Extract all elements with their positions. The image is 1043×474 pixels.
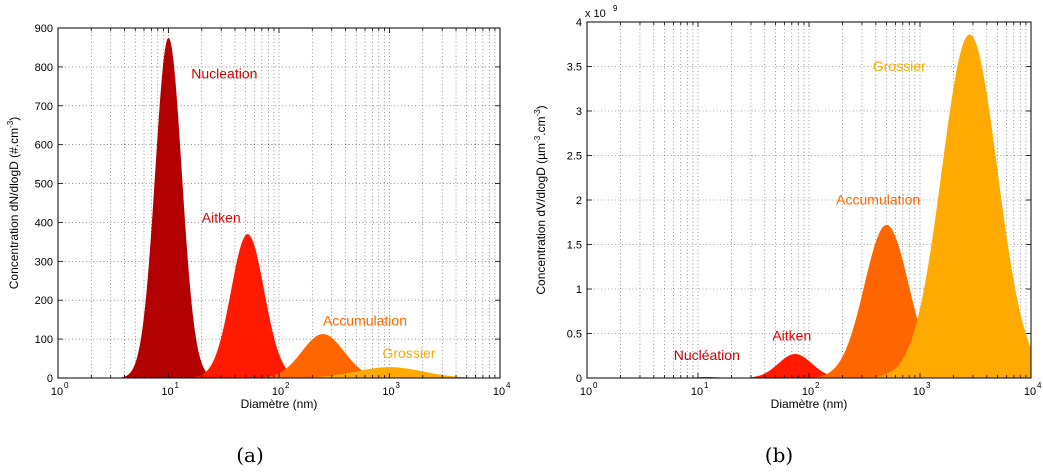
y-axis-label-part: -3 [533, 135, 542, 143]
y-tick-label: 2 [576, 195, 582, 207]
x-tick-exponent: 3 [396, 381, 401, 390]
x-tick-label: 10 [802, 386, 814, 398]
caption-b: (b) [765, 443, 793, 467]
y-tick-label: 700 [35, 101, 53, 113]
y-tick-label: 500 [35, 179, 53, 191]
y-tick-label: 0 [47, 373, 53, 385]
x-tick-exponent: 4 [1037, 381, 1042, 390]
x-tick-label: 10 [580, 386, 592, 398]
x-tick-exponent: 4 [506, 381, 511, 390]
y-axis-label-part: .cm [534, 117, 548, 136]
y-tick-label: 800 [35, 62, 53, 74]
x-axis-label: Diamètre (nm) [771, 397, 848, 411]
y-axis-label: Concentration dV/dlogD (µm-3.cm-3) [533, 105, 548, 294]
x-tick-label: 10 [161, 386, 173, 398]
x-tick-exponent: 0 [64, 381, 69, 390]
x-tick-exponent: 0 [593, 381, 598, 390]
x-tick-label: 10 [1024, 386, 1036, 398]
y-axis-label-part: Concentration dN/dlogD (#.cm [7, 128, 21, 289]
chart-panel-a: 1001011021031040100200300400500600700800… [6, 23, 511, 411]
x-axis-label: Diamètre (nm) [241, 397, 318, 411]
y-tick-label: 100 [35, 334, 53, 346]
mode-label-accumulation: Accumulation [323, 313, 407, 329]
mode-label-grossier: Grossier [873, 58, 926, 74]
x-tick-label: 10 [382, 386, 394, 398]
x-tick-label: 10 [272, 386, 284, 398]
mode-label-accumulation: Accumulation [836, 191, 920, 207]
caption-a: (a) [236, 443, 264, 467]
y-tick-label: 4 [576, 17, 582, 29]
x-tick-exponent: 2 [815, 381, 820, 390]
series-area-nucleation [58, 37, 500, 378]
y-tick-label: 0 [576, 373, 582, 385]
y-tick-label: 600 [35, 140, 53, 152]
y-multiplier-exponent: 9 [613, 4, 618, 13]
x-tick-label: 10 [913, 386, 925, 398]
y-axis-label: Concentration dN/dlogD (#.cm-3) [6, 117, 21, 290]
y-tick-label: 2.5 [567, 151, 582, 163]
y-tick-label: 200 [35, 295, 53, 307]
y-axis-label-part: ) [534, 105, 548, 109]
y-tick-label: 400 [35, 217, 53, 229]
mode-label-nucleation: Nucleation [191, 66, 257, 82]
y-multiplier: x 10 [585, 8, 606, 20]
y-tick-label: 3.5 [567, 62, 582, 74]
x-tick-exponent: 2 [285, 381, 290, 390]
y-axis-label-part: -3 [6, 120, 15, 128]
mode-label-aitken: Aitken [202, 209, 241, 225]
x-tick-label: 10 [493, 386, 505, 398]
y-axis-label-part: -3 [533, 109, 542, 117]
y-tick-label: 1 [576, 284, 582, 296]
x-tick-exponent: 1 [175, 381, 180, 390]
y-tick-label: 0.5 [567, 329, 582, 341]
y-tick-label: 300 [35, 256, 53, 268]
y-tick-label: 3 [576, 106, 582, 118]
y-tick-label: 900 [35, 23, 53, 35]
x-tick-exponent: 1 [704, 381, 709, 390]
y-tick-label: 1.5 [567, 240, 582, 252]
x-tick-exponent: 3 [926, 381, 931, 390]
x-tick-label: 10 [51, 386, 63, 398]
grid [587, 22, 1031, 378]
mode-label-aitken: Aitken [772, 328, 811, 344]
series-area-aitken [587, 353, 1031, 378]
x-tick-label: 10 [691, 386, 703, 398]
series-area-grossier [587, 34, 1031, 378]
mode-label-grossier: Grossier [383, 345, 436, 361]
y-axis-label-part: ) [7, 117, 21, 121]
mode-label-nucléation: Nucléation [674, 347, 740, 363]
y-axis-label-part: Concentration dV/dlogD (µm [534, 143, 548, 295]
